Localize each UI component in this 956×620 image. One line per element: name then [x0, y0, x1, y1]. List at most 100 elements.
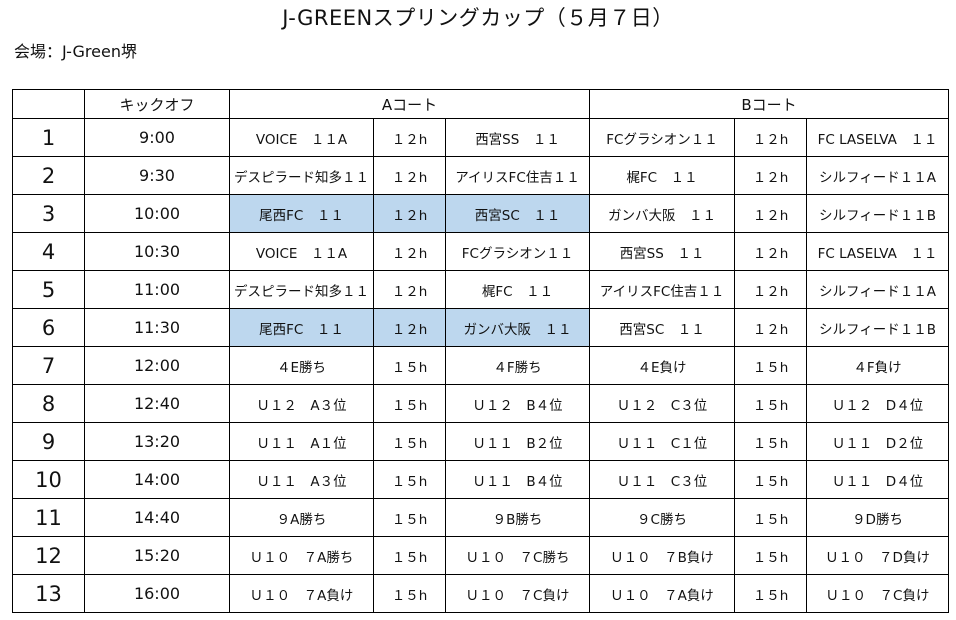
match-number: 8	[12, 384, 85, 423]
match-number: 13	[12, 574, 85, 613]
table-row: 8 12:40 Ｕ１２ A３位 １５h Ｕ１２ B４位 Ｕ１２ C３位 １５h Ｕ１２ D４位	[12, 384, 950, 423]
table-row: 2 9:30 デスピラード知多１１ １２h アイリスFC住吉１１ 梶FC １１ １２h シルフ…	[12, 156, 950, 195]
court-b-team-2: シルフィード１１B	[806, 194, 950, 233]
court-a-team-1: VOICE １１A	[229, 232, 374, 271]
table-row: 12 15:20 Ｕ１０ ７A勝ち １５h Ｕ１０ ７C勝ち Ｕ１０ ７B負け １５h Ｕ１０…	[12, 536, 950, 575]
kickoff-time: 14:00	[84, 460, 230, 499]
court-b-category: １５h	[734, 498, 808, 537]
court-a-team-1: VOICE １１A	[229, 118, 374, 157]
kickoff-time: 11:30	[84, 308, 230, 347]
header-kickoff: キックオフ	[84, 89, 230, 119]
match-number: 12	[12, 536, 85, 575]
court-a-team-1: Ｕ１１ A３位	[229, 460, 374, 499]
match-number: 3	[12, 194, 85, 233]
table-row: 7 12:00 ４E勝ち １５h ４F勝ち ４E負け １５h ４F負け	[12, 346, 950, 385]
court-b-category: １５h	[734, 346, 808, 385]
match-number: 10	[12, 460, 85, 499]
court-b-category: １５h	[734, 460, 808, 499]
court-a-team-2: Ｕ１２ B４位	[444, 384, 591, 423]
kickoff-time: 15:20	[84, 536, 230, 575]
court-a-team-2: Ｕ１０ ７C負け	[444, 574, 591, 613]
court-b-team-1: ９C勝ち	[589, 498, 736, 537]
table-row: 6 11:30 尾西FC １１ １２h ガンバ大阪 １１ 西宮SC １１ １２h シルフィード…	[12, 308, 950, 347]
kickoff-time: 14:40	[84, 498, 230, 537]
page-title: J-GREENスプリングカップ（５月７日）	[282, 6, 674, 30]
court-b-category: １２h	[734, 308, 808, 347]
court-a-team-1: デスピラード知多１１	[229, 270, 374, 309]
court-b-team-2: シルフィード１１A	[806, 156, 950, 195]
court-b-team-2: Ｕ１２ D４位	[806, 384, 950, 423]
table-row: 9 13:20 Ｕ１１ A１位 １５h Ｕ１１ B２位 Ｕ１１ C１位 １５h Ｕ１１ D２位	[12, 422, 950, 461]
court-a-category: １２h	[373, 232, 446, 271]
table-row: 1 9:00 VOICE １１A １２h 西宮SS １１ FCグラシオン１１ １２h FC L…	[12, 118, 950, 157]
court-b-team-2: Ｕ１１ D２位	[806, 422, 950, 461]
kickoff-time: 16:00	[84, 574, 230, 613]
kickoff-time: 10:30	[84, 232, 230, 271]
court-b-team-2: シルフィード１１A	[806, 270, 950, 309]
court-a-team-1: Ｕ１０ ７A勝ち	[229, 536, 374, 575]
court-a-team-2: Ｕ１１ B２位	[444, 422, 591, 461]
court-b-team-1: ガンバ大阪 １１	[589, 194, 736, 233]
court-a-team-2: Ｕ１１ B４位	[444, 460, 591, 499]
court-b-category: １２h	[734, 118, 808, 157]
court-a-team-2: 西宮SC １１	[444, 194, 591, 233]
court-a-category: １２h	[373, 194, 446, 233]
kickoff-time: 10:00	[84, 194, 230, 233]
court-b-team-2: Ｕ１０ ７D負け	[806, 536, 950, 575]
court-a-category: １５h	[373, 498, 446, 537]
court-b-team-1: Ｕ１２ C３位	[589, 384, 736, 423]
match-number: 6	[12, 308, 85, 347]
header-blank	[12, 89, 85, 119]
court-a-team-1: 尾西FC １１	[229, 194, 374, 233]
court-a-team-1: 尾西FC １１	[229, 308, 374, 347]
kickoff-time: 9:30	[84, 156, 230, 195]
court-b-team-2: ９D勝ち	[806, 498, 950, 537]
court-b-team-1: 梶FC １１	[589, 156, 736, 195]
court-a-category: １５h	[373, 460, 446, 499]
court-a-team-2: アイリスFC住吉１１	[444, 156, 591, 195]
table-row: 11 14:40 ９A勝ち １５h ９B勝ち ９C勝ち １５h ９D勝ち	[12, 498, 950, 537]
court-a-team-1: Ｕ１２ A３位	[229, 384, 374, 423]
table-row: 10 14:00 Ｕ１１ A３位 １５h Ｕ１１ B４位 Ｕ１１ C３位 １５h Ｕ１１ D４…	[12, 460, 950, 499]
court-a-category: １５h	[373, 422, 446, 461]
match-number: 4	[12, 232, 85, 271]
court-b-team-1: FCグラシオン１１	[589, 118, 736, 157]
court-a-category: １５h	[373, 536, 446, 575]
court-b-category: １５h	[734, 384, 808, 423]
venue-label: 会場：J-Green堺	[14, 42, 137, 61]
court-b-team-2: シルフィード１１B	[806, 308, 950, 347]
court-b-category: １２h	[734, 156, 808, 195]
match-number: 11	[12, 498, 85, 537]
kickoff-time: 11:00	[84, 270, 230, 309]
court-a-team-2: ９B勝ち	[444, 498, 591, 537]
court-b-team-1: 西宮SC １１	[589, 308, 736, 347]
court-b-team-2: Ｕ１１ D４位	[806, 460, 950, 499]
court-b-team-1: Ｕ１１ C３位	[589, 460, 736, 499]
match-number: 9	[12, 422, 85, 461]
court-b-category: １５h	[734, 422, 808, 461]
court-b-category: １２h	[734, 194, 808, 233]
kickoff-time: 13:20	[84, 422, 230, 461]
match-number: 7	[12, 346, 85, 385]
court-b-category: １５h	[734, 536, 808, 575]
court-b-category: １５h	[734, 574, 808, 613]
court-a-team-1: Ｕ１１ A１位	[229, 422, 374, 461]
court-a-category: １２h	[373, 308, 446, 347]
court-a-category: １５h	[373, 574, 446, 613]
court-a-team-1: Ｕ１０ ７A負け	[229, 574, 374, 613]
header-court-a: Aコート	[228, 89, 591, 119]
court-b-category: １２h	[734, 270, 808, 309]
court-b-team-1: 西宮SS １１	[589, 232, 736, 271]
match-number: 5	[12, 270, 85, 309]
court-b-team-1: Ｕ１０ ７A負け	[589, 574, 736, 613]
kickoff-time: 12:40	[84, 384, 230, 423]
court-a-team-2: ガンバ大阪 １１	[444, 308, 591, 347]
court-b-team-1: アイリスFC住吉１１	[589, 270, 736, 309]
court-a-team-1: デスピラード知多１１	[229, 156, 374, 195]
court-b-team-1: Ｕ１０ ７B負け	[589, 536, 736, 575]
court-a-team-2: 梶FC １１	[444, 270, 591, 309]
schedule-table: キックオフ Aコート Bコート 1 9:00 VOICE １１A １２h 西宮SS １１…	[12, 89, 950, 613]
court-a-category: １２h	[373, 156, 446, 195]
court-b-team-2: FC LASELVA １１	[806, 118, 950, 157]
table-row: 4 10:30 VOICE １１A １２h FCグラシオン１１ 西宮SS １１ １２h FC …	[12, 232, 950, 271]
